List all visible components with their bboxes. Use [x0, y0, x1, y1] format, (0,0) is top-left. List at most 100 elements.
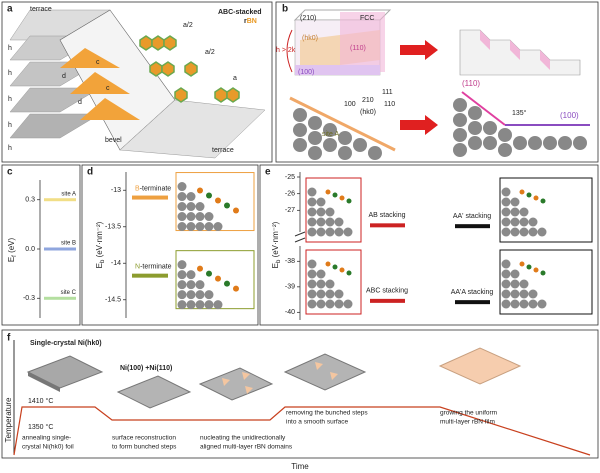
- atom: [204, 300, 214, 310]
- atom: [519, 217, 529, 227]
- atom: [177, 280, 187, 290]
- terrace-shape: [119, 99, 266, 159]
- rbn-atom: [332, 192, 338, 198]
- rbn-atom: [519, 189, 525, 195]
- atom: [213, 222, 223, 232]
- y-label: E: [95, 263, 104, 268]
- step-caption: removing the bunched steps: [286, 410, 368, 417]
- rbn-domain: [222, 378, 230, 386]
- stacking-level: [370, 298, 405, 303]
- atom: [316, 269, 326, 279]
- termination-element: N: [135, 264, 140, 271]
- rbn-atom: [325, 189, 331, 195]
- panel-label: f: [7, 333, 11, 344]
- atom: [325, 217, 335, 227]
- rbn-atom: [332, 264, 338, 270]
- rbn-atom: [519, 261, 525, 267]
- stacking-label: AA'A stacking: [451, 289, 494, 296]
- rbn-atom: [233, 207, 239, 214]
- terrace-label: terrace: [212, 147, 234, 154]
- temperature-label: 1410 °C: [28, 397, 53, 405]
- atom: [510, 269, 520, 279]
- h-label: h: [8, 122, 12, 129]
- y-tick-label: -13.5: [105, 224, 121, 231]
- rbn-atom: [215, 197, 221, 204]
- rbn-atom: [526, 264, 532, 270]
- step-captions: annealing single-crystal Ni(hk0) foil sur…: [22, 410, 497, 451]
- atom: [501, 269, 511, 279]
- y-label-sub: b: [100, 259, 106, 263]
- panel-frame: [81, 164, 259, 326]
- atom: [177, 222, 187, 232]
- atom: [510, 217, 520, 227]
- step-caption: annealing single-: [22, 435, 71, 442]
- panel-a: a ABC-stacked rBN terrace terrace bevel …: [1, 1, 273, 163]
- hexagons: [139, 35, 240, 103]
- h-label: h: [8, 70, 12, 77]
- rbn-atom: [540, 270, 546, 276]
- y-tick-label: -14: [111, 260, 121, 267]
- atom: [519, 207, 529, 217]
- atom: [307, 187, 317, 197]
- bevel-label: bevel: [105, 137, 122, 144]
- step-facet: [540, 50, 550, 70]
- stage-title: Ni(100) +Ni(110): [120, 365, 172, 372]
- angle-label: 135°: [512, 109, 527, 117]
- panel-b: b (210) FCC (hk0) (110) (100) h > 2k 111…: [275, 1, 599, 163]
- step-caption: surface reconstruction: [112, 435, 176, 442]
- rbn-atom: [325, 261, 331, 267]
- rbn-film: [438, 347, 522, 385]
- y-axis-label: Temperature: [4, 397, 13, 442]
- foil-edge: [28, 372, 60, 392]
- x-axis-label: Time: [291, 462, 309, 471]
- rbn-atom: [540, 198, 546, 204]
- energy-level: [44, 247, 76, 251]
- plane-label: (210): [300, 15, 316, 22]
- atom: [510, 207, 520, 217]
- atom: [325, 299, 335, 309]
- nucleated-foil: [198, 367, 274, 401]
- stacking-label: ABC stacking: [366, 288, 408, 295]
- site-label: site C: [61, 290, 77, 296]
- atom: [177, 192, 187, 202]
- atom: [177, 202, 187, 212]
- plane-label: (110): [350, 45, 366, 52]
- a-label: a: [233, 75, 237, 82]
- panel-frame: [1, 1, 273, 163]
- rbn-domain: [330, 372, 338, 380]
- atoms: [293, 98, 587, 160]
- material-prefix: r: [244, 18, 247, 25]
- energy-level: [44, 198, 76, 202]
- y-label-unit: (eV·nm⁻²): [271, 221, 280, 259]
- y-tick-label: -14.5: [105, 297, 121, 304]
- atom: [195, 280, 205, 290]
- y-tick-label: -39: [285, 284, 295, 291]
- atom: [519, 227, 529, 237]
- atom: [307, 217, 317, 227]
- atom: [316, 279, 326, 289]
- atom: [316, 217, 326, 227]
- atom: [528, 227, 538, 237]
- y-label-sub: f: [12, 255, 18, 257]
- rbn-atom: [233, 285, 239, 292]
- h-label: h: [8, 96, 12, 103]
- arrow: [400, 40, 438, 60]
- atom: [307, 197, 317, 207]
- atom: [501, 289, 511, 299]
- atom: [186, 270, 196, 280]
- atom: [177, 260, 187, 270]
- y-tick-label: -13: [111, 187, 121, 194]
- atom: [177, 182, 187, 192]
- rbn-atom: [533, 267, 539, 273]
- y-tick-label: 0.0: [25, 246, 35, 253]
- rbn-atom: [346, 270, 352, 276]
- step-caption: aligned multi-layer rBN domains: [200, 444, 293, 451]
- rbn-domain: [242, 372, 250, 380]
- stacking-label: AA' stacking: [453, 213, 491, 220]
- structure-frame: [175, 250, 255, 310]
- d-label: d: [78, 99, 82, 106]
- step-caption: into a smooth surface: [286, 419, 349, 426]
- y-axis-label: Eb (eV·nm⁻²): [95, 221, 105, 268]
- condition-label: h > 2k: [276, 47, 296, 54]
- y-tick-label: -25: [285, 174, 295, 181]
